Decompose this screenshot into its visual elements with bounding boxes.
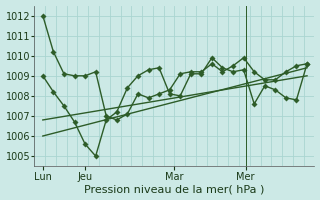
X-axis label: Pression niveau de la mer( hPa ): Pression niveau de la mer( hPa ) [84,184,265,194]
